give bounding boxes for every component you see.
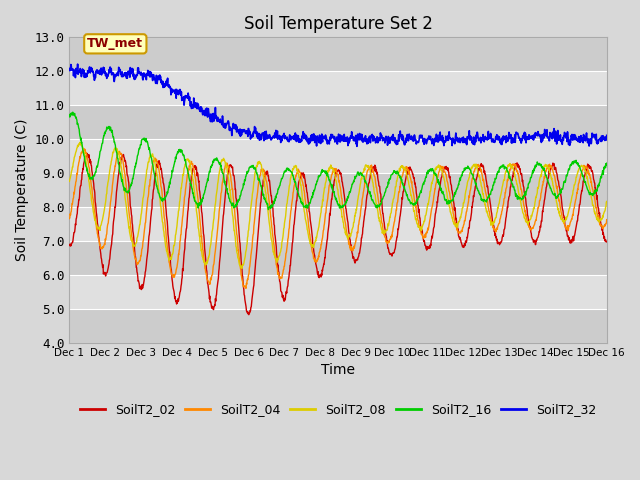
Bar [69, 309, 607, 343]
Bar [69, 37, 607, 72]
Legend: SoilT2_02, SoilT2_04, SoilT2_08, SoilT2_16, SoilT2_32: SoilT2_02, SoilT2_04, SoilT2_08, SoilT2_… [75, 398, 602, 421]
Text: TW_met: TW_met [87, 37, 143, 50]
Title: Soil Temperature Set 2: Soil Temperature Set 2 [244, 15, 433, 33]
Bar [69, 275, 607, 309]
Y-axis label: Soil Temperature (C): Soil Temperature (C) [15, 119, 29, 262]
Bar [69, 241, 607, 275]
Bar [69, 105, 607, 139]
Bar [69, 173, 607, 207]
Bar [69, 72, 607, 105]
Bar [69, 207, 607, 241]
Bar [69, 139, 607, 173]
X-axis label: Time: Time [321, 363, 355, 377]
